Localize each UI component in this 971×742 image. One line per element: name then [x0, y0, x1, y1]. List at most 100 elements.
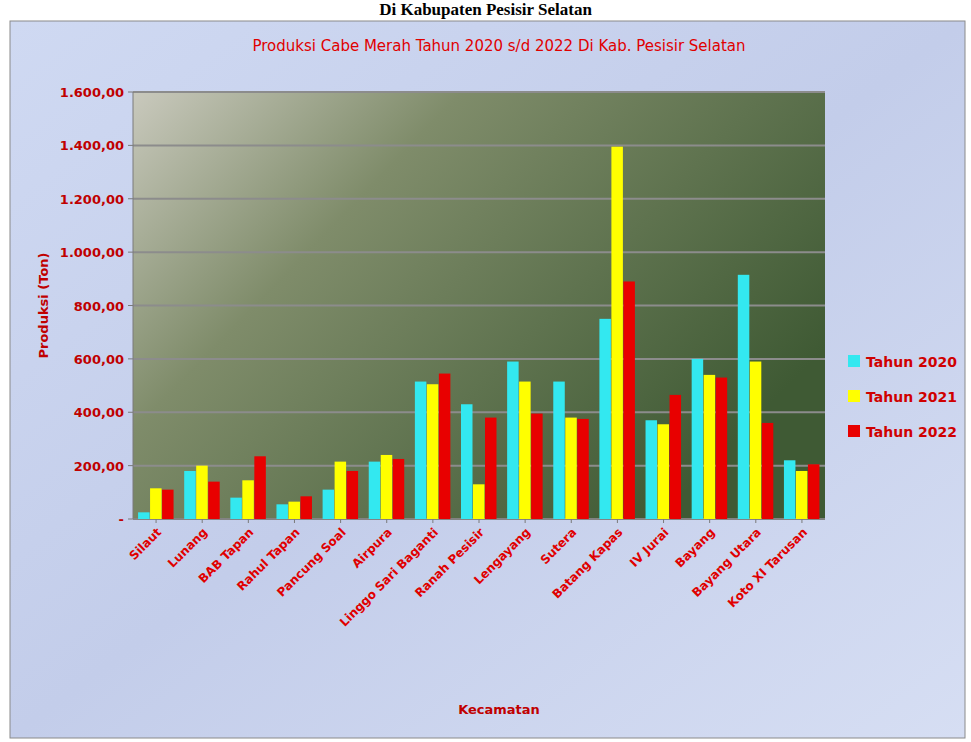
bars: [138, 147, 819, 519]
bar: [762, 423, 774, 519]
tick-mark: [128, 252, 133, 253]
bar: [196, 466, 208, 519]
bar: [531, 414, 543, 519]
bar: [519, 382, 531, 519]
x-tick: [386, 519, 387, 523]
bar: [565, 418, 577, 519]
legend-label: Tahun 2020: [866, 354, 957, 370]
x-tick: [248, 519, 249, 523]
bar: [254, 456, 265, 519]
x-tick-label: Koto XI Tarusan: [725, 525, 810, 610]
bar: [230, 498, 242, 519]
bar: [381, 455, 393, 519]
y-tick-label: 1.600,00: [60, 85, 124, 100]
y-tick-label: 600,00: [74, 352, 124, 367]
x-tick: [525, 519, 526, 523]
x-tick: [432, 519, 433, 523]
tick-mark: [128, 145, 133, 146]
caption: Di Kabupaten Pesisir Selatan: [379, 0, 592, 19]
bar: [716, 378, 728, 519]
bar: [427, 384, 439, 519]
bar: [184, 471, 196, 519]
y-axis: [133, 92, 134, 519]
x-tick: [156, 519, 157, 523]
plot-area: [133, 92, 825, 519]
bar: [347, 471, 359, 519]
y-tick-label: 800,00: [74, 299, 124, 314]
bar: [335, 462, 347, 519]
bar: [507, 362, 518, 519]
chart-frame: [10, 21, 965, 738]
x-tick-label: IV Jurai: [627, 525, 672, 570]
bar: [623, 281, 635, 519]
x-tick: [709, 519, 710, 523]
bar: [577, 419, 589, 519]
x-tick: [663, 519, 664, 523]
bar: [415, 382, 427, 519]
x-tick-label: Ranah Pesisir: [412, 525, 487, 600]
x-axis-title: Kecamatan: [458, 702, 540, 717]
tick-mark: [128, 358, 133, 359]
tick-mark: [128, 305, 133, 306]
legend-swatch: [848, 390, 860, 402]
bar: [553, 382, 565, 519]
bar: [323, 490, 335, 519]
x-tick-label: Airpura: [349, 525, 395, 571]
title: Produksi Cabe Merah Tahun 2020 s/d 2022 …: [252, 37, 745, 55]
grid-line: [133, 358, 825, 360]
bar: [670, 395, 682, 519]
x-tick-label: Pancung Soal: [274, 525, 348, 599]
bar: [439, 374, 451, 519]
grid-line: [133, 251, 825, 253]
chart: Di Kabupaten Pesisir Selatan Produksi Cab…: [0, 0, 971, 742]
tick-mark: [128, 519, 133, 520]
y-tick-label: 1.200,00: [60, 192, 124, 207]
bar: [646, 420, 658, 519]
x-tick: [571, 519, 572, 523]
x-tick: [202, 519, 203, 523]
bar: [692, 359, 704, 519]
legend-swatch: [848, 425, 860, 437]
grid-line: [133, 305, 825, 307]
x-tick-label: Silaut: [127, 525, 165, 563]
bar: [288, 502, 300, 519]
y-tick-label: 1.000,00: [60, 245, 124, 260]
x-tick: [617, 519, 618, 523]
bar: [162, 490, 174, 519]
legend-label: Tahun 2022: [866, 424, 957, 440]
bar: [208, 482, 220, 519]
x-tick: [479, 519, 480, 523]
bar: [611, 147, 623, 519]
x-tick-label: Lengayang: [471, 525, 533, 587]
bar: [138, 512, 150, 519]
bar: [658, 424, 670, 519]
bar: [485, 418, 497, 519]
legend-label: Tahun 2021: [866, 389, 957, 405]
tick-mark: [128, 92, 133, 93]
y-tick-label: 200,00: [74, 459, 124, 474]
x-tick-label: Lunang: [165, 525, 210, 570]
bar: [276, 504, 288, 519]
bar: [369, 462, 381, 519]
bar: [393, 459, 405, 519]
bar: [738, 275, 750, 519]
x-tick: [801, 519, 802, 523]
bar: [300, 496, 312, 519]
x-tick: [294, 519, 295, 523]
y-tick-label: 1.400,00: [60, 138, 124, 153]
x-tick: [340, 519, 341, 523]
bar: [796, 471, 808, 519]
y-axis-title: Produksi (Ton): [36, 252, 51, 358]
bar: [473, 484, 485, 519]
bar: [750, 362, 762, 519]
tick-mark: [128, 465, 133, 466]
grid-line: [133, 144, 825, 146]
x-tick-label: Sutera: [538, 525, 580, 567]
grid-line: [133, 198, 825, 200]
tick-mark: [128, 198, 133, 199]
legend-swatch: [848, 355, 860, 367]
bar: [242, 480, 254, 519]
grid-line: [133, 91, 825, 93]
bar: [461, 404, 473, 519]
y-tick-label: 400,00: [74, 405, 124, 420]
